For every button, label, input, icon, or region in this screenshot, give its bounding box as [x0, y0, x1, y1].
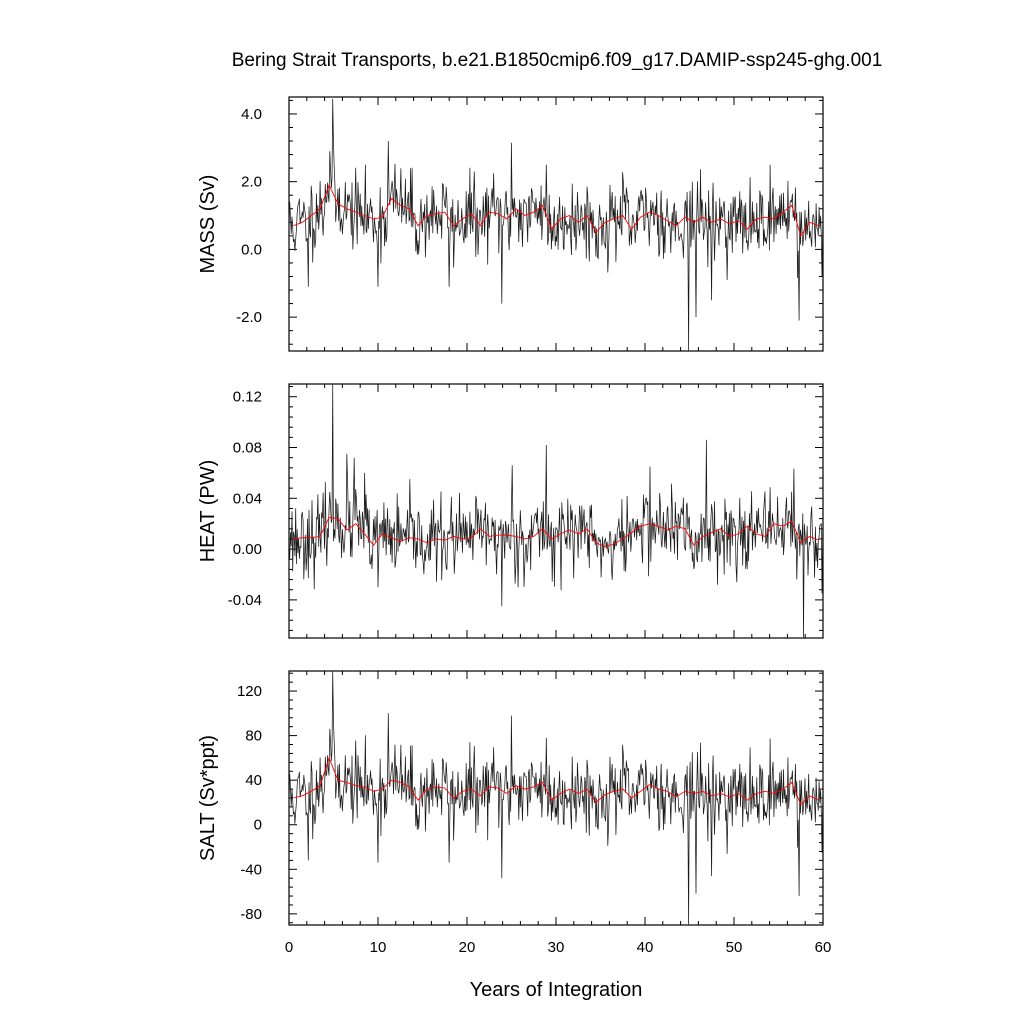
- mass-y-axis-label: MASS (Sv): [197, 175, 219, 274]
- salt-y-tick-label: 80: [245, 728, 262, 745]
- mass-annual-mean-line: [293, 183, 819, 237]
- salt-x-tick-label: 60: [815, 939, 832, 956]
- heat-y-tick-label: 0.04: [233, 490, 262, 507]
- mass-y-tick-label: 2.0: [241, 174, 262, 191]
- salt-y-axis-label: SALT (Sv*ppt): [197, 735, 219, 861]
- salt-y-tick-label: 120: [237, 683, 262, 700]
- mass-y-tick-label: 0.0: [241, 241, 262, 258]
- salt-x-tick-label: 30: [548, 939, 565, 956]
- salt-annual-mean-line: [293, 756, 819, 806]
- mass-panel: -2.0 0.0 2.0 4.0 MASS (Sv): [197, 96, 824, 352]
- salt-x-tick-label: 20: [459, 939, 476, 956]
- heat-monthly-series-line: [289, 384, 823, 638]
- salt-y-tick-label: 0: [254, 817, 262, 834]
- salt-monthly-series-line: [289, 671, 823, 925]
- mass-y-tick-label: 4.0: [241, 106, 262, 123]
- heat-y-tick-label: 0.08: [233, 440, 262, 457]
- x-axis-label: Years of Integration: [470, 979, 643, 1001]
- figure-title: Bering Strait Transports, b.e21.B1850cmi…: [232, 50, 883, 71]
- mass-y-tick-label: -2.0: [236, 309, 262, 326]
- salt-x-tick-label: 0: [285, 939, 293, 956]
- mass-monthly-series-line: [289, 98, 823, 351]
- heat-annual-mean-line: [293, 516, 819, 548]
- salt-panel: 0 10 20 30 40 50 60 -80 -40 0 40 80 120 SALT (Sv*ppt): [197, 670, 832, 956]
- heat-y-axis-label: HEAT (PW): [197, 460, 219, 563]
- salt-y-tick-label: -80: [240, 906, 262, 923]
- salt-y-tick-label: -40: [240, 861, 262, 878]
- salt-x-tick-label: 10: [370, 939, 387, 956]
- salt-y-tick-label: 40: [245, 772, 262, 789]
- salt-x-tick-label: 50: [726, 939, 743, 956]
- salt-plot-frame: [288, 670, 824, 926]
- salt-x-tick-label: 40: [637, 939, 654, 956]
- heat-panel: -0.04 0.00 0.04 0.08 0.12 HEAT (PW): [197, 383, 824, 639]
- heat-y-tick-label: 0.00: [233, 541, 262, 558]
- heat-y-tick-label: 0.12: [233, 389, 262, 406]
- heat-y-tick-label: -0.04: [228, 592, 262, 609]
